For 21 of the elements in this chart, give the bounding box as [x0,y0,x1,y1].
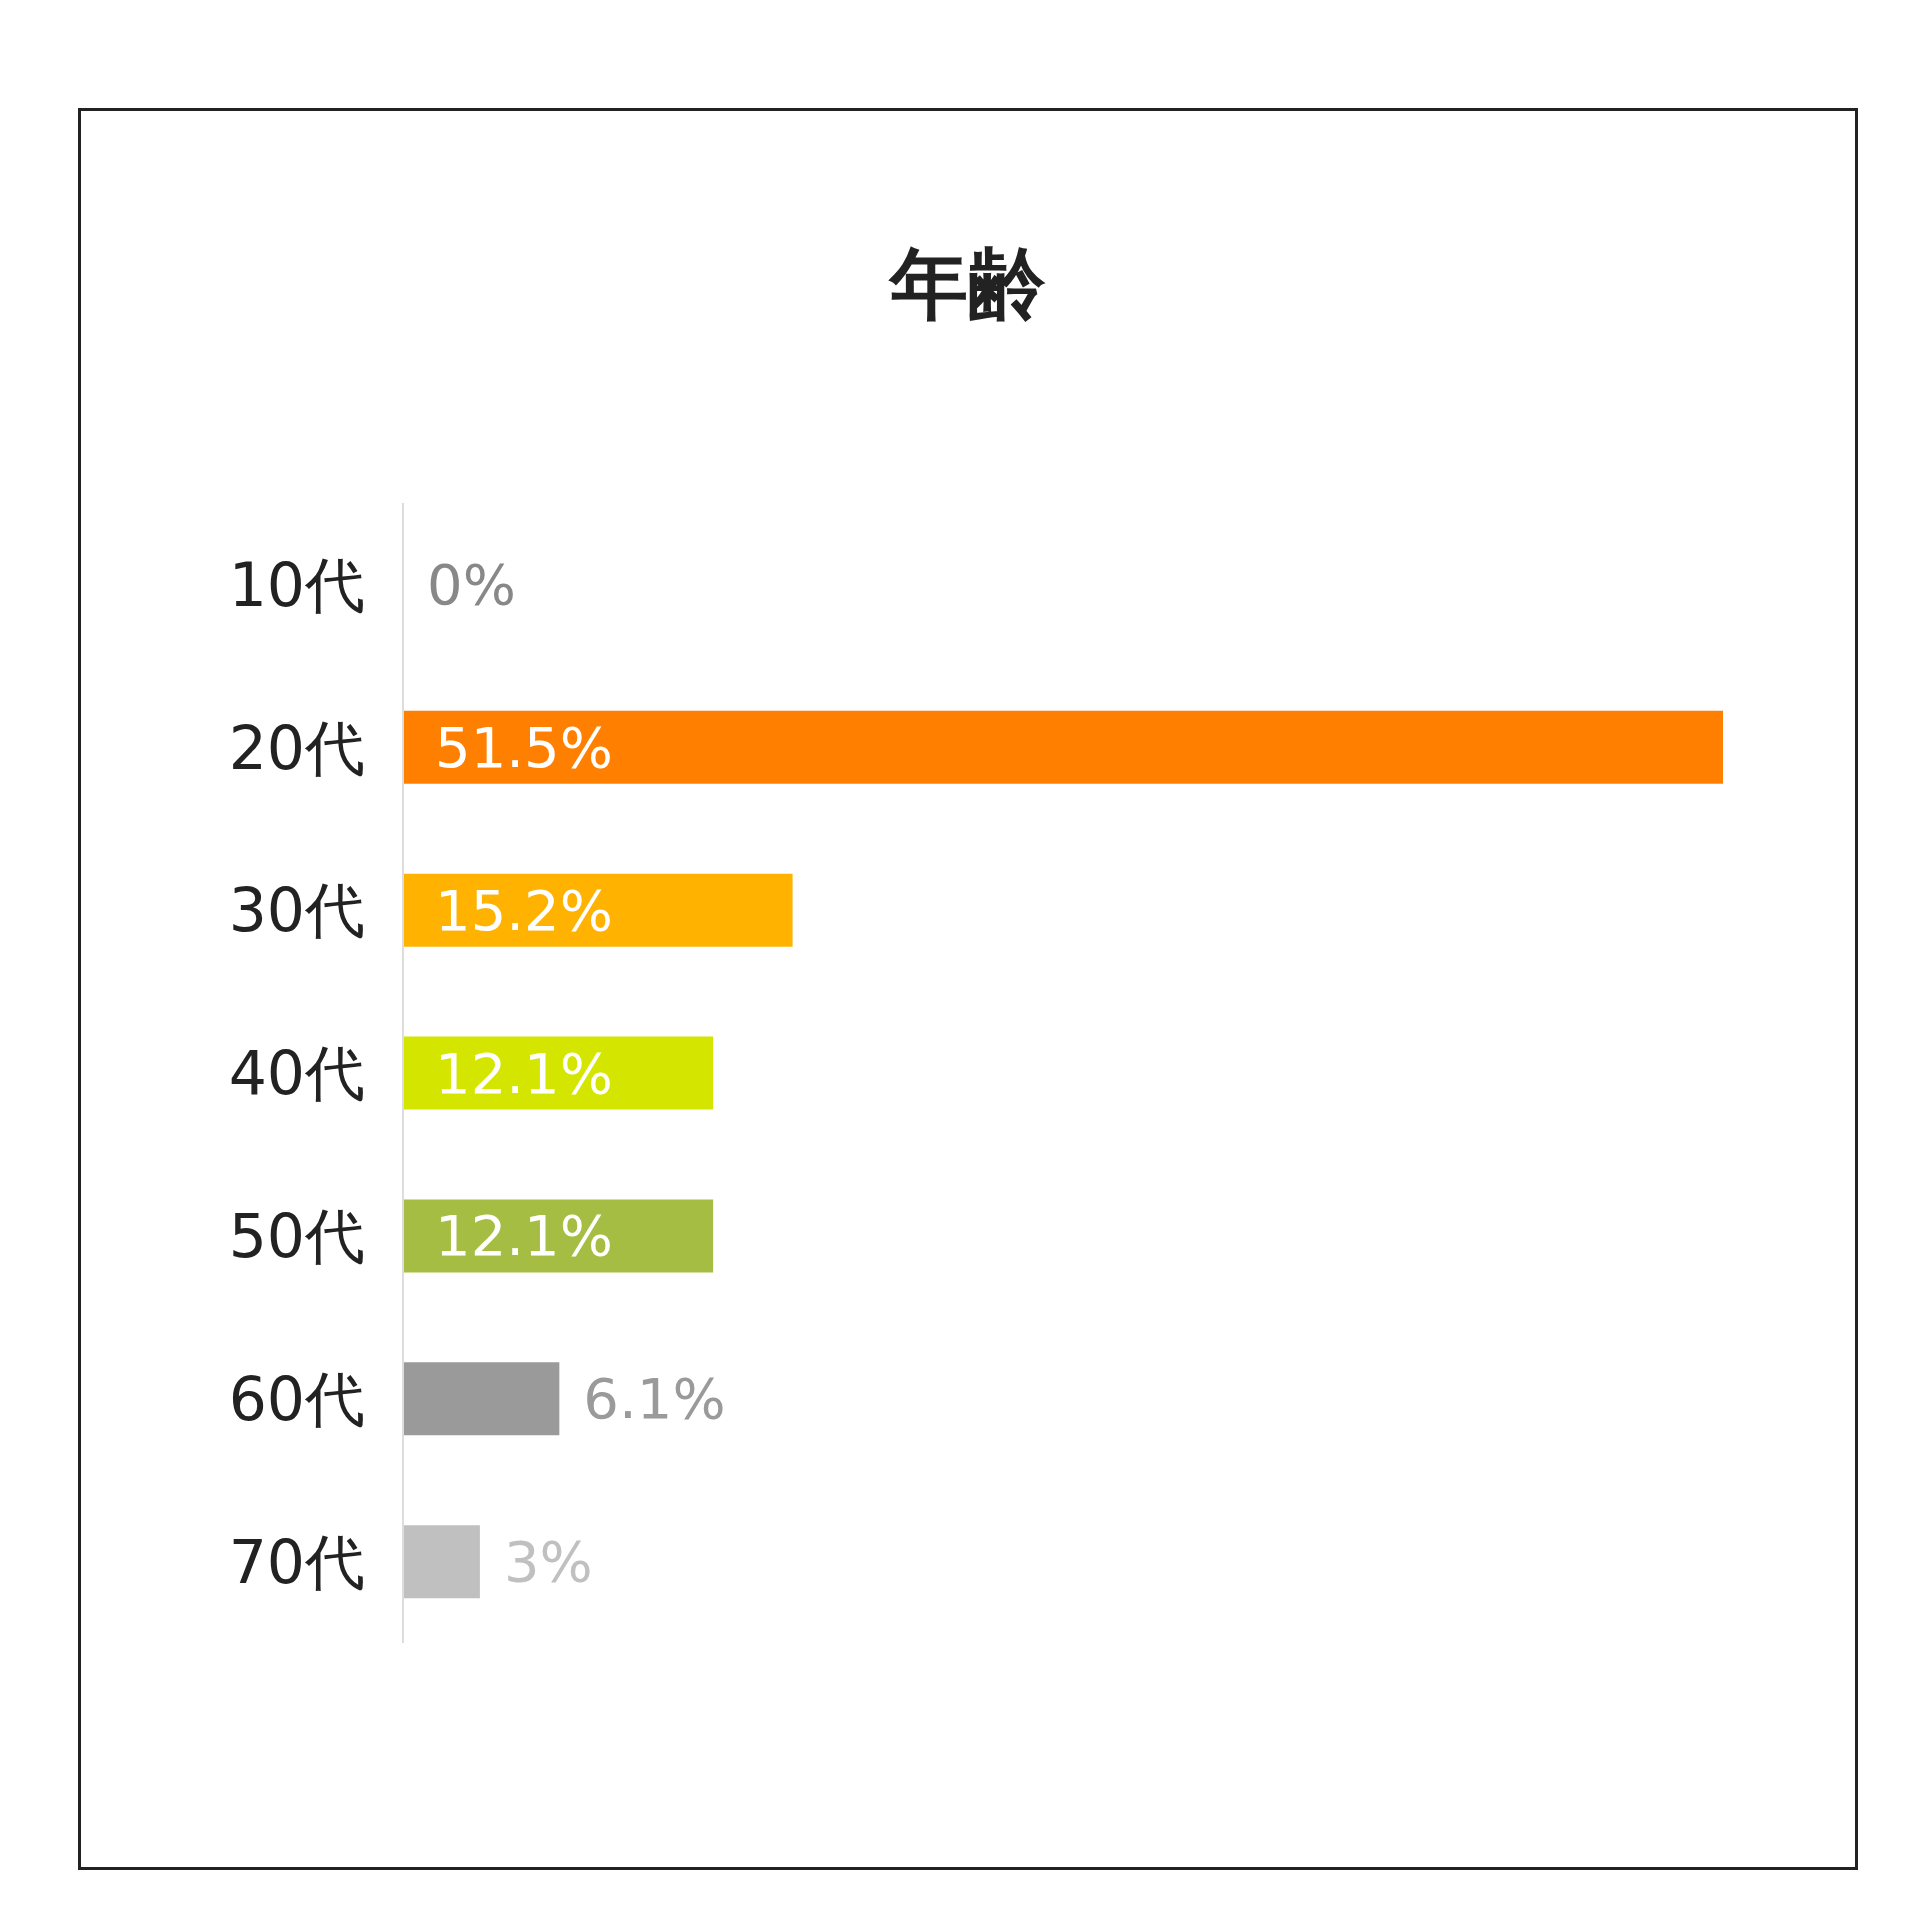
y-tick-label: 60代 [228,1364,365,1435]
bar [403,710,1723,784]
bar [403,1036,714,1110]
y-tick-label: 70代 [228,1526,365,1597]
y-tick-label: 50代 [228,1201,365,1272]
data-label: 6.1% [583,1366,726,1432]
data-label: 3% [503,1529,593,1595]
y-tick-label: 20代 [228,712,365,783]
data-label: 15.2% [435,877,613,943]
data-label: 51.5% [435,714,613,780]
bar [403,873,793,947]
y-tick-label: 40代 [228,1038,365,1109]
bar [403,1199,714,1273]
data-label: 12.1% [435,1040,613,1106]
y-tick-label: 30代 [228,875,365,946]
y-tick-label: 10代 [228,549,365,620]
data-label: 0% [427,551,516,617]
data-label: 12.1% [435,1203,613,1269]
bar [403,1525,480,1599]
chart-title: 年齢 [887,238,1047,331]
bar [403,1362,560,1436]
